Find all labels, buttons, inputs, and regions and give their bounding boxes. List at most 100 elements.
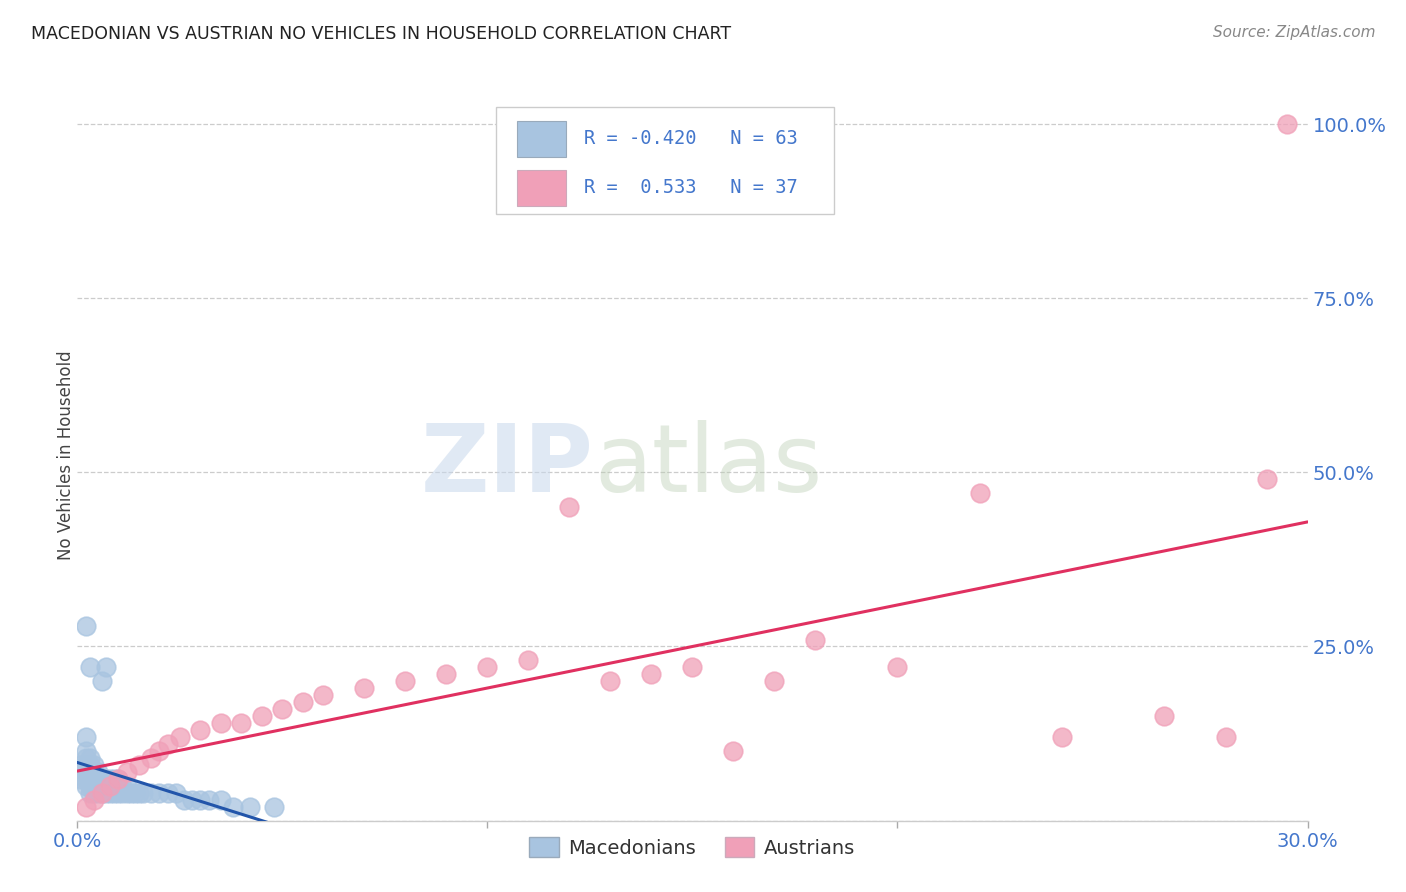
Point [107,779,129,793]
Point [115,764,138,779]
Point [682,660,704,674]
Point [75,799,97,814]
Text: Source: ZipAtlas.com: Source: ZipAtlas.com [1212,25,1375,40]
Point [75,744,97,758]
Point [477,660,499,674]
Point [517,653,540,667]
Point [75,730,97,744]
Point [222,799,245,814]
Point [558,500,581,515]
Point [156,786,179,800]
Point [111,786,134,800]
Point [79,779,101,793]
Point [188,723,212,737]
Point [87,764,110,779]
Point [87,786,110,800]
Point [94,779,117,793]
Point [79,751,101,765]
Point [94,772,117,786]
Point [886,660,908,674]
Point [804,632,827,647]
Text: ZIP: ZIP [422,420,595,512]
Bar [516,169,565,206]
Point [107,786,129,800]
Text: R =  0.533   N = 37: R = 0.533 N = 37 [585,178,799,197]
Point [128,786,150,800]
FancyBboxPatch shape [496,108,834,213]
Point [79,660,101,674]
Point [599,674,621,689]
Point [291,695,314,709]
Point [188,793,212,807]
Point [107,772,129,786]
Text: MACEDONIAN VS AUSTRIAN NO VEHICLES IN HOUSEHOLD CORRELATION CHART: MACEDONIAN VS AUSTRIAN NO VEHICLES IN HO… [31,25,731,43]
Point [111,779,134,793]
Point [128,758,150,772]
Point [103,786,125,800]
Point [94,660,117,674]
Point [1275,117,1298,131]
Point [90,786,114,800]
Point [103,779,125,793]
Point [271,702,294,716]
Point [98,772,121,786]
Point [156,737,179,751]
Point [83,758,105,772]
Point [115,779,138,793]
Point [90,772,114,786]
Point [107,772,129,786]
Point [173,793,195,807]
Point [209,716,232,731]
Point [353,681,375,696]
Point [83,772,105,786]
Point [120,786,142,800]
Point [90,674,114,689]
Point [723,744,745,758]
Text: atlas: atlas [595,420,823,512]
Point [148,744,170,758]
Point [141,786,163,800]
Point [115,786,138,800]
Point [181,793,204,807]
Point [969,486,991,500]
Point [763,674,786,689]
Point [70,758,93,772]
Point [90,779,114,793]
Point [231,716,253,731]
Point [1256,472,1278,486]
Point [124,786,146,800]
Point [98,779,121,793]
Legend: Macedonians, Austrians: Macedonians, Austrians [522,830,863,866]
Point [141,751,163,765]
Point [132,786,155,800]
Point [83,779,105,793]
Point [90,786,114,800]
Point [98,786,121,800]
Point [83,793,105,807]
Point [75,779,97,793]
Point [1050,730,1073,744]
Point [165,786,187,800]
Point [75,758,97,772]
Point [87,779,110,793]
Point [1153,709,1175,723]
Y-axis label: No Vehicles in Household: No Vehicles in Household [58,350,75,560]
Point [197,793,219,807]
Point [98,779,121,793]
Text: R = -0.420   N = 63: R = -0.420 N = 63 [585,129,799,148]
Point [250,709,273,723]
Point [70,772,93,786]
Point [239,799,262,814]
Point [169,730,191,744]
Point [87,772,110,786]
Point [79,772,101,786]
Point [79,758,101,772]
Point [103,772,125,786]
Point [75,618,97,632]
Point [1215,730,1237,744]
Point [394,674,416,689]
Point [75,751,97,765]
Point [83,786,105,800]
Point [75,764,97,779]
Point [640,667,662,681]
